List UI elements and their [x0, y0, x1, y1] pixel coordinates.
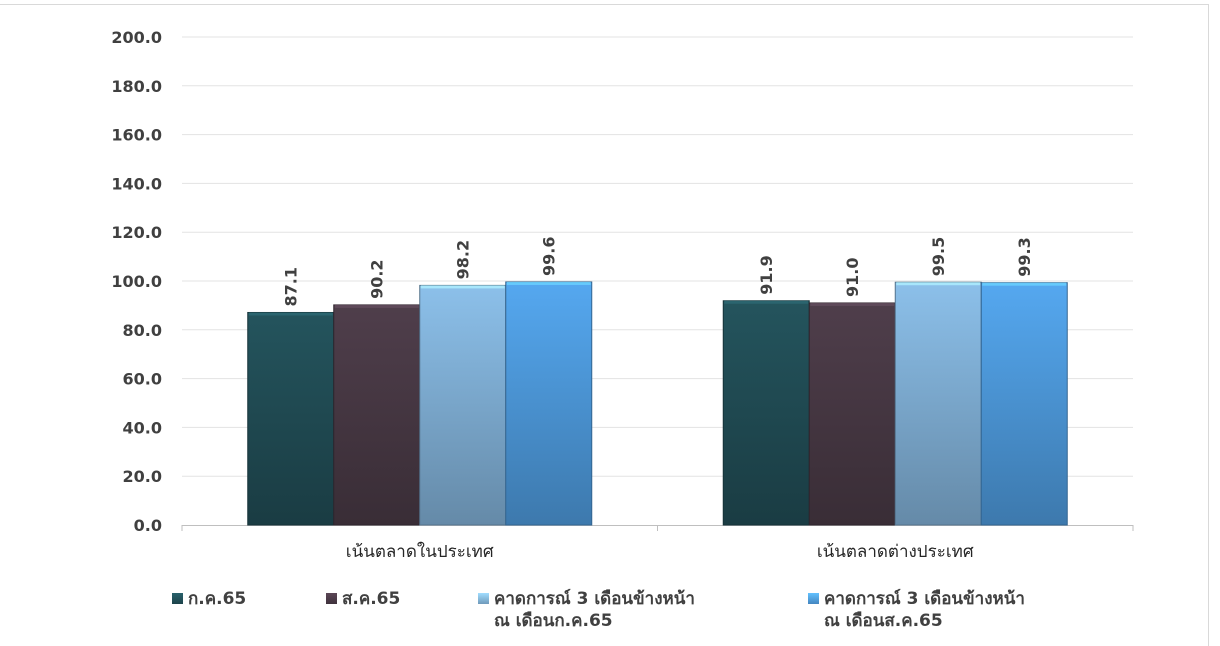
data-label: 91.0: [843, 257, 862, 296]
x-category-label: เน้นตลาดต่างประเทศ: [817, 542, 974, 562]
legend: ก.ค.65 ส.ค.65 คาดการณ์ 3 เดือนข้างหน้า ณ…: [0, 588, 1200, 646]
x-category-label: เน้นตลาดในประเทศ: [346, 541, 494, 562]
bar-highlight: [506, 281, 591, 285]
legend-label-aug: ส.ค.65: [342, 589, 401, 609]
bar: [894, 281, 982, 526]
bar: [722, 300, 810, 526]
bar-highlight: [334, 304, 419, 308]
data-label: 98.2: [454, 240, 473, 279]
legend-item-forecast-jul: คาดการณ์ 3 เดือนข้างหน้า ณ เดือนก.ค.65: [478, 588, 695, 632]
bar-highlight: [420, 285, 505, 289]
legend-label-jul: ก.ค.65: [188, 589, 247, 609]
legend-label-forecast-aug: คาดการณ์ 3 เดือนข้างหน้า ณ เดือนส.ค.65: [824, 589, 1025, 631]
y-tick-label: 100.0: [111, 272, 162, 291]
bar: [247, 311, 335, 526]
bar: [333, 304, 421, 526]
bar-highlight: [896, 282, 981, 286]
data-label: 90.2: [368, 259, 387, 298]
y-tick-label: 140.0: [111, 174, 162, 193]
y-tick-label: 160.0: [111, 126, 162, 145]
legend-swatch-forecast-aug: [808, 593, 819, 604]
y-tick-label: 80.0: [123, 321, 162, 340]
y-tick-label: 60.0: [123, 370, 162, 389]
y-tick-label: 180.0: [111, 77, 162, 96]
legend-swatch-jul: [172, 593, 183, 604]
y-tick-label: 40.0: [123, 418, 162, 437]
bar-highlight: [810, 302, 895, 306]
bar-highlight: [982, 282, 1067, 286]
chart-border-right: [1208, 4, 1209, 646]
legend-swatch-forecast-jul: [478, 593, 489, 604]
data-label: 99.3: [1015, 237, 1034, 276]
bar: [980, 282, 1068, 526]
chart-border-top: [0, 4, 1209, 5]
data-label: 99.6: [540, 236, 559, 275]
bar-chart: 0.0 20.0 40.0 60.0 80.0 100.0 120.0 140.0 160.0 1…: [111, 28, 1134, 562]
y-tick-label: 20.0: [123, 467, 162, 486]
bar: [808, 302, 896, 526]
y-tick-label: 200.0: [111, 28, 162, 47]
bar: [419, 284, 507, 526]
y-tick-label: 120.0: [111, 223, 162, 242]
data-label: 99.5: [929, 237, 948, 276]
y-tick-label: 0.0: [134, 516, 162, 535]
legend-label-forecast-jul: คาดการณ์ 3 เดือนข้างหน้า ณ เดือนก.ค.65: [494, 589, 695, 631]
bar-highlight: [248, 312, 333, 316]
legend-item-aug: ส.ค.65: [326, 588, 400, 610]
bar-highlight: [724, 300, 809, 304]
data-label: 87.1: [282, 267, 301, 306]
legend-item-forecast-aug: คาดการณ์ 3 เดือนข้างหน้า ณ เดือนส.ค.65: [808, 588, 1025, 632]
legend-swatch-aug: [326, 593, 337, 604]
bar: [505, 281, 593, 526]
legend-item-jul: ก.ค.65: [172, 588, 246, 610]
data-label: 91.9: [757, 255, 776, 294]
